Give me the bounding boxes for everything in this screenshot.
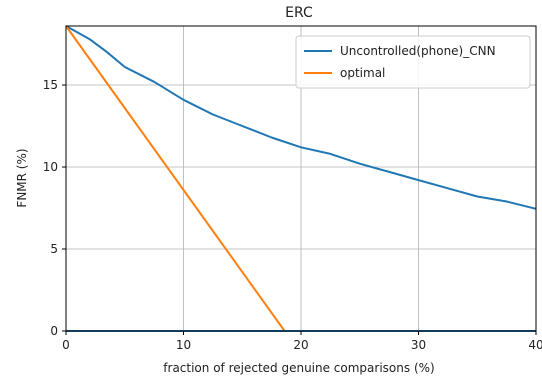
y-tick-label: 15 bbox=[43, 78, 58, 92]
axes-layer: 0 10 20 30 40 0 5 10 15 bbox=[43, 25, 542, 352]
x-tick-label: 0 bbox=[62, 338, 70, 352]
x-axis-label: fraction of rejected genuine comparisons… bbox=[163, 361, 434, 375]
x-tick-label: 10 bbox=[176, 338, 191, 352]
x-tick-label: 20 bbox=[293, 338, 308, 352]
y-tick-label: 10 bbox=[43, 160, 58, 174]
series-line-2 bbox=[65, 25, 286, 332]
series-line-1 bbox=[65, 25, 537, 210]
y-tick-label: 0 bbox=[50, 324, 58, 338]
x-tick-label: 30 bbox=[411, 338, 426, 352]
legend-label: optimal bbox=[340, 66, 385, 80]
x-tick-label: 40 bbox=[528, 338, 542, 352]
y-axis-label: FNMR (%) bbox=[15, 148, 29, 207]
legend-label: Uncontrolled(phone)_CNN bbox=[340, 44, 496, 58]
y-tick-label: 5 bbox=[50, 242, 58, 256]
legend-box bbox=[295, 35, 531, 89]
chart-title: ERC bbox=[285, 5, 313, 21]
